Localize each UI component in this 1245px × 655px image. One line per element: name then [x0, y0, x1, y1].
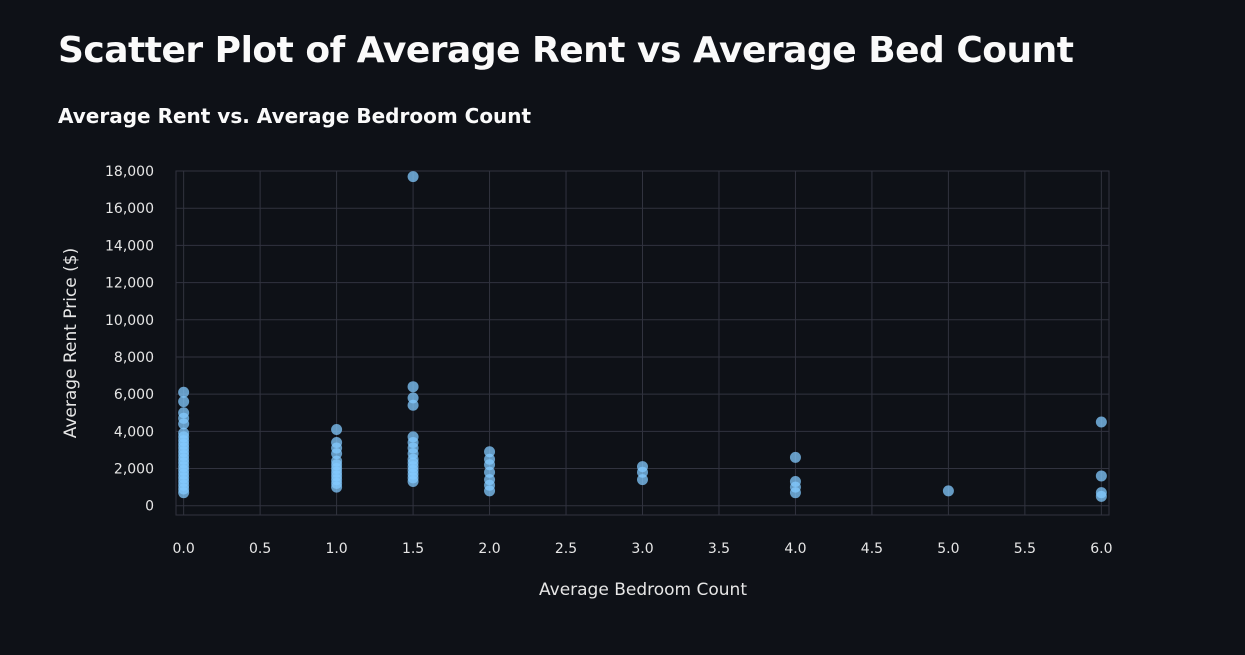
data-point[interactable] — [789, 451, 801, 463]
x-tick-label: 0.5 — [249, 541, 271, 557]
data-point[interactable] — [178, 396, 190, 408]
data-point[interactable] — [1095, 470, 1107, 482]
page-title: Scatter Plot of Average Rent vs Average … — [58, 30, 1074, 71]
data-point[interactable] — [407, 476, 419, 488]
data-point[interactable] — [484, 485, 496, 497]
y-axis-title: Average Rent Price ($) — [61, 248, 81, 439]
x-tick-label: 2.0 — [478, 541, 500, 557]
data-point[interactable] — [637, 474, 648, 486]
data-point[interactable] — [331, 481, 343, 493]
y-tick-label: 18,000 — [105, 164, 154, 180]
data-point[interactable] — [407, 381, 419, 393]
x-tick-label: 4.5 — [861, 541, 883, 557]
y-tick-label: 10,000 — [105, 313, 154, 329]
x-tick-label: 6.0 — [1090, 541, 1112, 557]
data-point[interactable] — [1095, 490, 1107, 502]
data-point[interactable] — [178, 418, 190, 430]
x-tick-label: 1.0 — [325, 541, 347, 557]
x-tick-label: 1.5 — [402, 541, 424, 557]
x-tick-label: 2.5 — [555, 541, 577, 557]
y-tick-label: 0 — [145, 499, 154, 515]
chart-title: Average Rent vs. Average Bedroom Count — [58, 104, 532, 128]
x-tick-label: 5.0 — [937, 541, 959, 557]
x-tick-label: 4.0 — [784, 541, 806, 557]
y-tick-label: 4,000 — [114, 424, 154, 440]
y-tick-label: 6,000 — [114, 387, 154, 403]
y-tick-label: 12,000 — [105, 276, 154, 292]
tick-labels: 0.0 0.5 1.0 1.5 2.0 2.5 3.0 3.5 4.0 4.5 5.0 5.5 6.0 0… — [105, 164, 1112, 557]
y-tick-label: 8,000 — [114, 350, 154, 366]
data-point[interactable] — [407, 399, 419, 411]
x-tick-label: 5.5 — [1014, 541, 1036, 557]
data-point[interactable] — [789, 487, 801, 499]
data-point[interactable] — [1095, 416, 1107, 428]
data-point[interactable] — [178, 487, 190, 499]
data-point[interactable] — [942, 485, 954, 497]
y-tick-label: 2,000 — [114, 462, 154, 478]
x-tick-label: 3.5 — [708, 541, 730, 557]
x-axis-title: Average Bedroom Count — [539, 580, 747, 600]
y-tick-label: 14,000 — [105, 238, 154, 254]
data-point[interactable] — [407, 171, 419, 183]
data-points — [178, 171, 1107, 502]
data-point[interactable] — [331, 423, 343, 435]
y-tick-label: 16,000 — [105, 201, 154, 217]
x-tick-label: 0.0 — [173, 541, 195, 557]
data-point[interactable] — [178, 386, 190, 398]
x-tick-label: 3.0 — [631, 541, 653, 557]
